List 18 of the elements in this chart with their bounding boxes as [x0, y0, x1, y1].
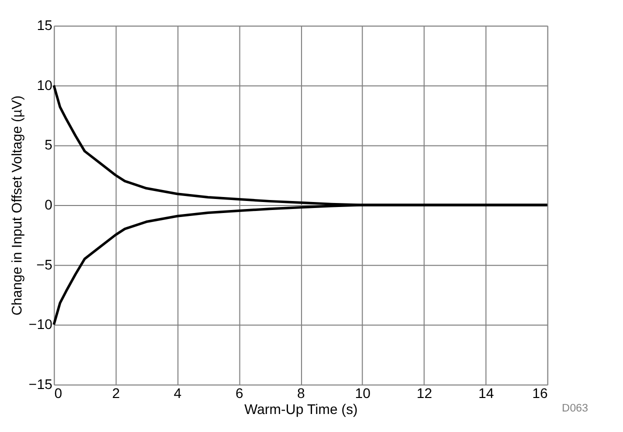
y-tick-label: 0	[44, 196, 53, 213]
x-tick-label: 14	[478, 384, 494, 401]
x-tick-label: 2	[112, 384, 120, 401]
y-axis-title: Change in Input Offset Voltage (µV)	[8, 95, 25, 316]
y-tick-label: 5	[44, 136, 53, 153]
x-tick-label: 4	[174, 384, 182, 401]
y-tick-label: 10	[36, 76, 53, 93]
x-tick-label: 10	[354, 384, 371, 401]
x-tick-label: 8	[297, 384, 306, 401]
x-tick-label: 6	[235, 384, 244, 401]
text: D063	[562, 402, 588, 414]
y-tick-label: −15	[28, 376, 53, 392]
y-tick-label: 15	[36, 17, 53, 34]
x-tick-label: 16	[532, 384, 548, 401]
y-tick-label: −10	[28, 316, 53, 332]
x-axis-title: Warm-Up Time (s)	[244, 400, 358, 417]
y-tick-label: −5	[36, 256, 53, 272]
x-tick-label: 12	[416, 384, 432, 401]
